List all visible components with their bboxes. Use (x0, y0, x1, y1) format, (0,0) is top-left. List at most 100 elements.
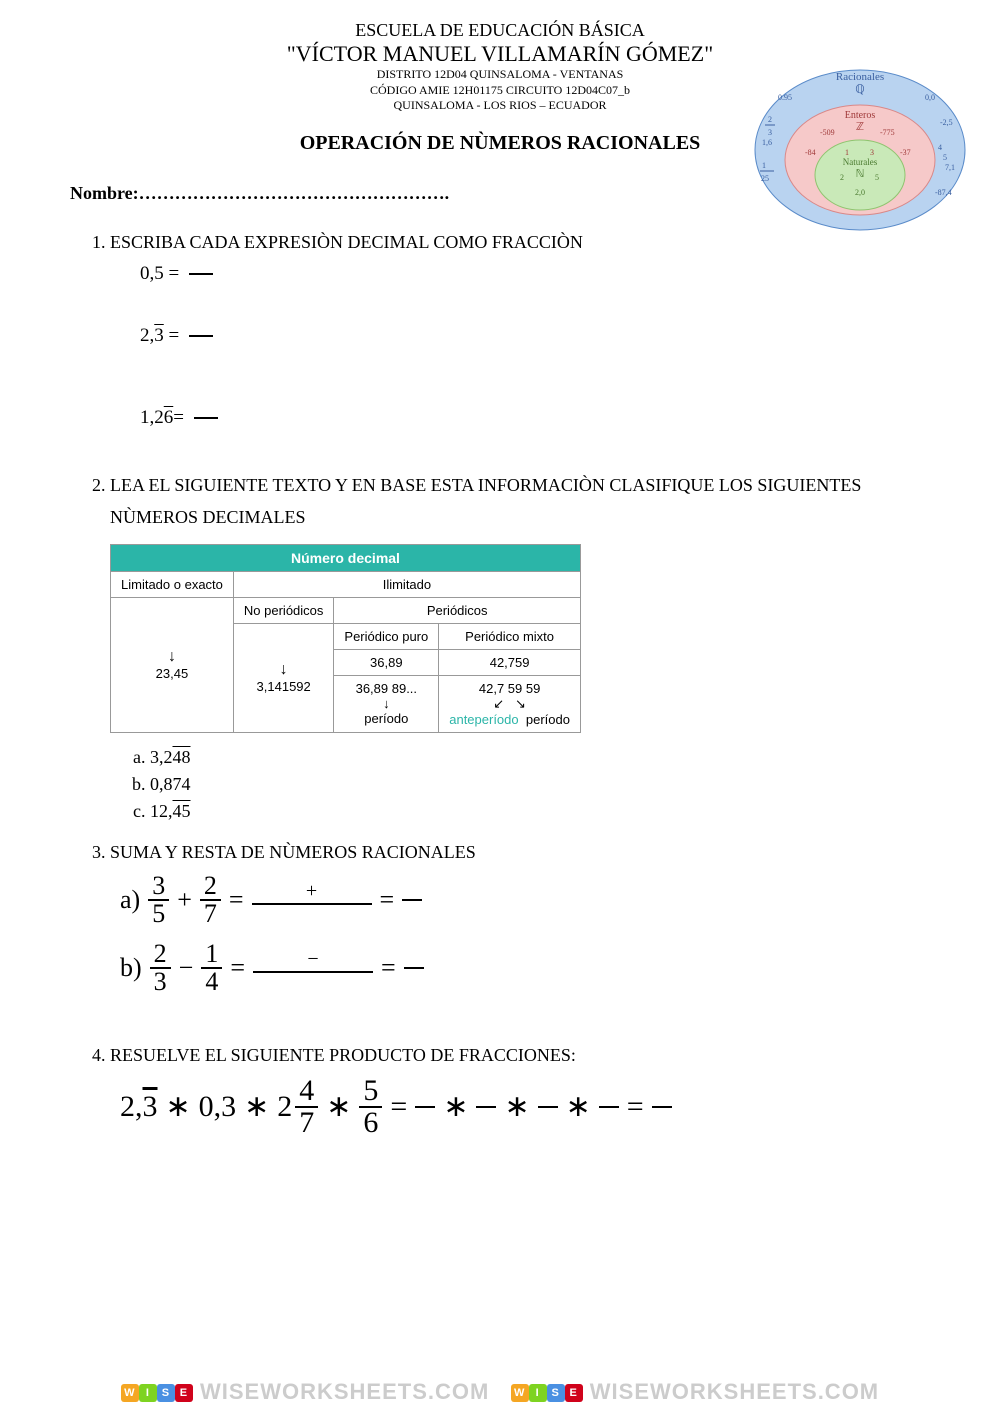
svg-text:ℚ: ℚ (855, 82, 864, 96)
q1-c-lhs: 1,26= (140, 407, 184, 429)
decimal-classification-table: Número decimal Limitado o exacto Ilimita… (110, 544, 581, 733)
q1-b-lhs: 2,3 = (140, 325, 179, 347)
svg-text:1,6: 1,6 (762, 138, 772, 147)
svg-text:ℕ: ℕ (856, 168, 865, 180)
cell-noper-value: ↓ 3,141592 (233, 623, 334, 732)
q3-b-label: b) (120, 953, 142, 983)
col-puro: Periódico puro (334, 623, 439, 649)
svg-text:3: 3 (870, 148, 874, 157)
q4-text: RESUELVE EL SIGUIENTE PRODUCTO DE FRACCI… (110, 1045, 930, 1066)
svg-text:7,1: 7,1 (945, 163, 955, 172)
star-op: ∗ (244, 1089, 269, 1124)
blank-fraction[interactable] (194, 417, 218, 419)
svg-text:1: 1 (762, 161, 766, 170)
school-name-text: VÍCTOR MANUEL VILLAMARÍN GÓMEZ (296, 41, 704, 66)
svg-text:-37: -37 (900, 148, 911, 157)
svg-text:5: 5 (943, 153, 947, 162)
question-1: ESCRIBA CADA EXPRESIÒN DECIMAL COMO FRAC… (110, 232, 930, 429)
blank-answer[interactable] (402, 899, 422, 901)
quote-close: " (704, 41, 713, 66)
star-op: ∗ (443, 1089, 468, 1124)
star-op: ∗ (326, 1089, 351, 1124)
star-op: ∗ (166, 1089, 191, 1124)
col-ilimitado: Ilimitado (233, 571, 580, 597)
q1-a-lhs: 0,5 = (140, 263, 179, 285)
school-type: ESCUELA DE EDUCACIÓN BÁSICA (70, 20, 930, 41)
q2-item-a[interactable]: 3,248 (150, 747, 930, 768)
svg-text:-509: -509 (820, 128, 835, 137)
svg-text:Naturales: Naturales (843, 157, 878, 167)
fraction: 23 (150, 941, 171, 995)
equals-sign: = (381, 953, 396, 983)
q4-expression: 2,3 ∗ 0,3 ∗ 2 47 ∗ 56 = ∗ ∗ ∗ = (120, 1076, 930, 1138)
svg-text:-775: -775 (880, 128, 895, 137)
quote-open: " (287, 41, 296, 66)
question-2: LEA EL SIGUIENTE TEXTO Y EN BASE ESTA IN… (110, 469, 930, 822)
equals-sign: = (230, 953, 245, 983)
blank-fraction[interactable] (189, 273, 213, 275)
svg-text:2,0: 2,0 (855, 188, 865, 197)
table-title: Número decimal (111, 544, 581, 571)
question-4: RESUELVE EL SIGUIENTE PRODUCTO DE FRACCI… (110, 1045, 930, 1138)
svg-text:ℤ: ℤ (856, 121, 864, 133)
star-op: ∗ (504, 1089, 529, 1124)
svg-text:5: 5 (875, 173, 879, 182)
question-3: SUMA Y RESTA DE NÙMEROS RACIONALES a) 35… (110, 842, 930, 995)
q1-item-c: 1,26= (140, 407, 930, 429)
col-mixto: Periódico mixto (439, 623, 581, 649)
svg-text:-84: -84 (805, 148, 816, 157)
equals-sign: = (627, 1090, 644, 1124)
term3-mixed: 2 47 (277, 1076, 318, 1138)
col-noperiodicos: No periódicos (233, 597, 334, 623)
term4-fraction: 56 (359, 1076, 382, 1138)
q2-items: 3,248 0,874 12,45 (110, 747, 930, 822)
q3-text: SUMA Y RESTA DE NÙMEROS RACIONALES (110, 842, 930, 863)
cell-limitado-value: ↓ 23,45 (111, 597, 234, 732)
blank[interactable] (599, 1106, 619, 1108)
svg-text:2: 2 (840, 173, 844, 182)
minus-sign: − (179, 953, 194, 983)
blank-long-fraction[interactable]: − (253, 949, 373, 987)
svg-text:4: 4 (938, 143, 942, 152)
svg-text:25: 25 (761, 174, 769, 183)
blank[interactable] (415, 1106, 435, 1108)
q2-item-c[interactable]: 12,45 (150, 801, 930, 822)
fraction: 14 (201, 941, 222, 995)
svg-text:2: 2 (768, 115, 772, 124)
col-periodicos: Periódicos (334, 597, 581, 623)
svg-text:3: 3 (768, 128, 772, 137)
blank[interactable] (476, 1106, 496, 1108)
q3-item-b: b) 23 − 14 = − = (120, 941, 930, 995)
cell-puro1: 36,89 (334, 649, 439, 675)
blank-answer[interactable] (652, 1106, 672, 1108)
q2-item-b[interactable]: 0,874 (150, 774, 930, 795)
term2: 0,3 (199, 1090, 237, 1124)
equals-sign: = (380, 885, 395, 915)
blank-answer[interactable] (404, 967, 424, 969)
venn-diagram: Racionales ℚ Enteros ℤ Naturales ℕ 0.95 … (750, 60, 970, 240)
svg-text:0.95: 0.95 (778, 93, 792, 102)
col-limitado: Limitado o exacto (111, 571, 234, 597)
svg-text:-2,5: -2,5 (940, 118, 953, 127)
term1: 2,3 (120, 1090, 158, 1124)
name-dots[interactable]: ……………………………………………. (139, 183, 450, 203)
q1-item-b: 2,3 = (140, 325, 930, 347)
svg-text:-87,4: -87,4 (935, 188, 952, 197)
cell-mixto2: 42,7 59 59 ↙ ↘ anteperíodo período (439, 675, 581, 732)
equals-sign: = (390, 1090, 407, 1124)
name-label: Nombre: (70, 183, 139, 203)
blank-fraction[interactable] (189, 335, 213, 337)
svg-text:1: 1 (845, 148, 849, 157)
blank-long-fraction[interactable]: + (252, 881, 372, 919)
fraction: 35 (148, 873, 169, 927)
q2-text: LEA EL SIGUIENTE TEXTO Y EN BASE ESTA IN… (110, 469, 930, 534)
svg-text:Enteros: Enteros (845, 110, 876, 121)
q3-a-label: a) (120, 885, 140, 915)
star-op: ∗ (566, 1089, 591, 1124)
q1-item-a: 0,5 = (140, 263, 930, 285)
watermark: WISE WISEWORKSHEETS.COM WISE WISEWORKSHE… (0, 1379, 1000, 1405)
svg-text:0,0: 0,0 (925, 93, 935, 102)
blank[interactable] (538, 1106, 558, 1108)
fraction: 27 (200, 873, 221, 927)
q3-item-a: a) 35 + 27 = + = (120, 873, 930, 927)
